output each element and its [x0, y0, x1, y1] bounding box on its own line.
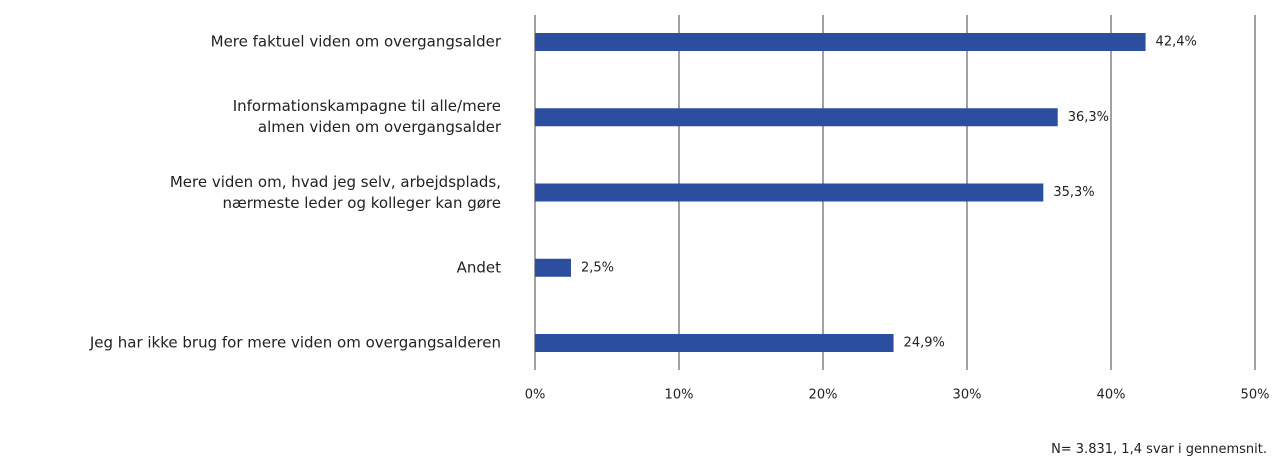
value-label: 36,3%: [1068, 110, 1109, 125]
bar: [535, 108, 1058, 127]
category-label: Jeg har ikke brug for mere viden om over…: [89, 333, 501, 352]
bar: [535, 334, 894, 352]
category-label: Andet: [456, 258, 501, 277]
bar: [535, 258, 571, 277]
value-label: 2,5%: [581, 260, 614, 275]
category-label: Mere viden om, hvad jeg selv, arbejdspla…: [169, 172, 501, 212]
footnote: N= 3.831, 1,4 svar i gennemsnit.: [1051, 442, 1267, 457]
bar: [535, 183, 1044, 202]
x-tick-label: 0%: [525, 388, 546, 403]
x-tick-label: 20%: [809, 388, 838, 403]
value-label: 42,4%: [1156, 35, 1197, 50]
category-label: Informationskampagne til alle/mere almen…: [232, 97, 501, 137]
x-tick-label: 40%: [1097, 388, 1126, 403]
category-label: Mere faktuel viden om overgangsalder: [210, 32, 501, 51]
bar: [535, 33, 1146, 51]
value-label: 35,3%: [1053, 185, 1094, 200]
x-tick-label: 30%: [953, 388, 982, 403]
x-tick-label: 10%: [665, 388, 694, 403]
value-label: 24,9%: [904, 336, 945, 351]
x-tick-label: 50%: [1241, 388, 1270, 403]
